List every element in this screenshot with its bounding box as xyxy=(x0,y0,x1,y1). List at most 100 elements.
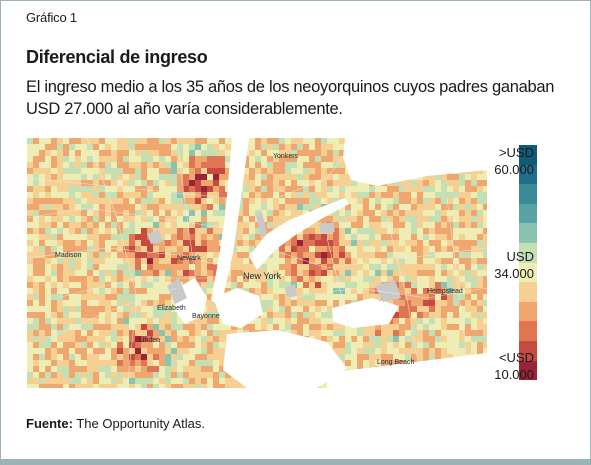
map-tile xyxy=(213,354,220,361)
map-tile xyxy=(435,210,442,217)
map-tile xyxy=(81,234,88,241)
map-tile xyxy=(285,246,292,253)
map-tile xyxy=(363,210,370,217)
map-tile xyxy=(279,198,286,205)
map-tile xyxy=(243,246,250,253)
map-tile xyxy=(201,264,208,271)
map-tile xyxy=(39,294,46,301)
map-tile xyxy=(291,156,298,163)
map-tile xyxy=(159,168,166,175)
map-tile xyxy=(429,174,436,181)
map-tile xyxy=(195,210,202,217)
map-tile xyxy=(471,204,478,211)
map-tile xyxy=(237,240,244,247)
map-tile xyxy=(315,156,322,163)
map-tile xyxy=(345,240,352,247)
map-tile xyxy=(117,366,124,373)
map-tile xyxy=(375,276,382,283)
map-tile xyxy=(417,180,424,187)
map-tile xyxy=(123,336,130,343)
map-tile xyxy=(321,306,328,313)
map-tile xyxy=(363,348,370,355)
map-tile xyxy=(339,294,346,301)
map-tile xyxy=(303,234,310,241)
map-tile xyxy=(291,204,298,211)
map-tile xyxy=(435,342,442,349)
map-tile xyxy=(333,156,340,163)
map-tile xyxy=(63,306,70,313)
map-tile xyxy=(363,330,370,337)
map-tile xyxy=(93,252,100,259)
map-tile xyxy=(147,258,154,265)
map-tile xyxy=(327,180,334,187)
map-tile xyxy=(165,234,172,241)
map-tile xyxy=(309,324,316,331)
map-tile xyxy=(363,192,370,199)
map-tile xyxy=(123,378,130,385)
map-tile xyxy=(375,222,382,229)
map-tile xyxy=(333,294,340,301)
map-tile xyxy=(363,294,370,301)
map-tile xyxy=(429,336,436,343)
map-tile xyxy=(147,294,154,301)
map-tile xyxy=(375,252,382,259)
map-tile xyxy=(201,246,208,253)
map-tile xyxy=(69,300,76,307)
map-tile xyxy=(129,384,136,388)
map-tile xyxy=(57,354,64,361)
map-tile xyxy=(267,264,274,271)
map-tile xyxy=(195,336,202,343)
map-tile xyxy=(63,336,70,343)
map-tile xyxy=(141,222,148,229)
map-tile xyxy=(417,276,424,283)
map-tile xyxy=(189,330,196,337)
map-tile xyxy=(441,216,448,223)
map-tile xyxy=(225,330,232,337)
map-tile xyxy=(261,162,268,169)
map-tile xyxy=(249,144,256,151)
map-tile xyxy=(207,276,214,283)
map-tile xyxy=(471,342,478,349)
map-tile xyxy=(141,234,148,241)
map-tile xyxy=(207,222,214,229)
map-tile xyxy=(57,264,64,271)
map-tile xyxy=(297,186,304,193)
map-tile xyxy=(393,204,400,211)
map-tile xyxy=(321,270,328,277)
map-tile xyxy=(255,288,262,295)
map-tile xyxy=(225,150,232,157)
map-tile xyxy=(159,282,166,289)
map-tile xyxy=(111,318,118,325)
map-tile xyxy=(453,282,460,289)
map-tile xyxy=(357,330,364,337)
map-tile xyxy=(345,294,352,301)
map-tile xyxy=(417,252,424,259)
map-tile xyxy=(87,222,94,229)
map-tile xyxy=(159,354,166,361)
map-tile xyxy=(33,318,40,325)
map-tile xyxy=(93,264,100,271)
map-tile xyxy=(447,174,454,181)
map-tile xyxy=(357,342,364,349)
map-tile xyxy=(405,198,412,205)
map-tile xyxy=(267,180,274,187)
map-tile xyxy=(135,150,142,157)
map-tile xyxy=(183,186,190,193)
map-tile xyxy=(273,216,280,223)
map-tile xyxy=(297,300,304,307)
map-tile xyxy=(27,198,34,205)
map-tile xyxy=(189,198,196,205)
map-tile xyxy=(27,210,34,217)
map-tile xyxy=(105,276,112,283)
map-tile xyxy=(405,348,412,355)
map-tile xyxy=(447,300,454,307)
map-tile xyxy=(369,216,376,223)
map-tile xyxy=(183,354,190,361)
map-tile xyxy=(477,246,484,253)
map-tile xyxy=(417,318,424,325)
map-tile xyxy=(81,228,88,235)
map-tile xyxy=(213,168,220,175)
map-tile xyxy=(213,144,220,151)
map-tile xyxy=(393,186,400,193)
map-tile xyxy=(243,222,250,229)
